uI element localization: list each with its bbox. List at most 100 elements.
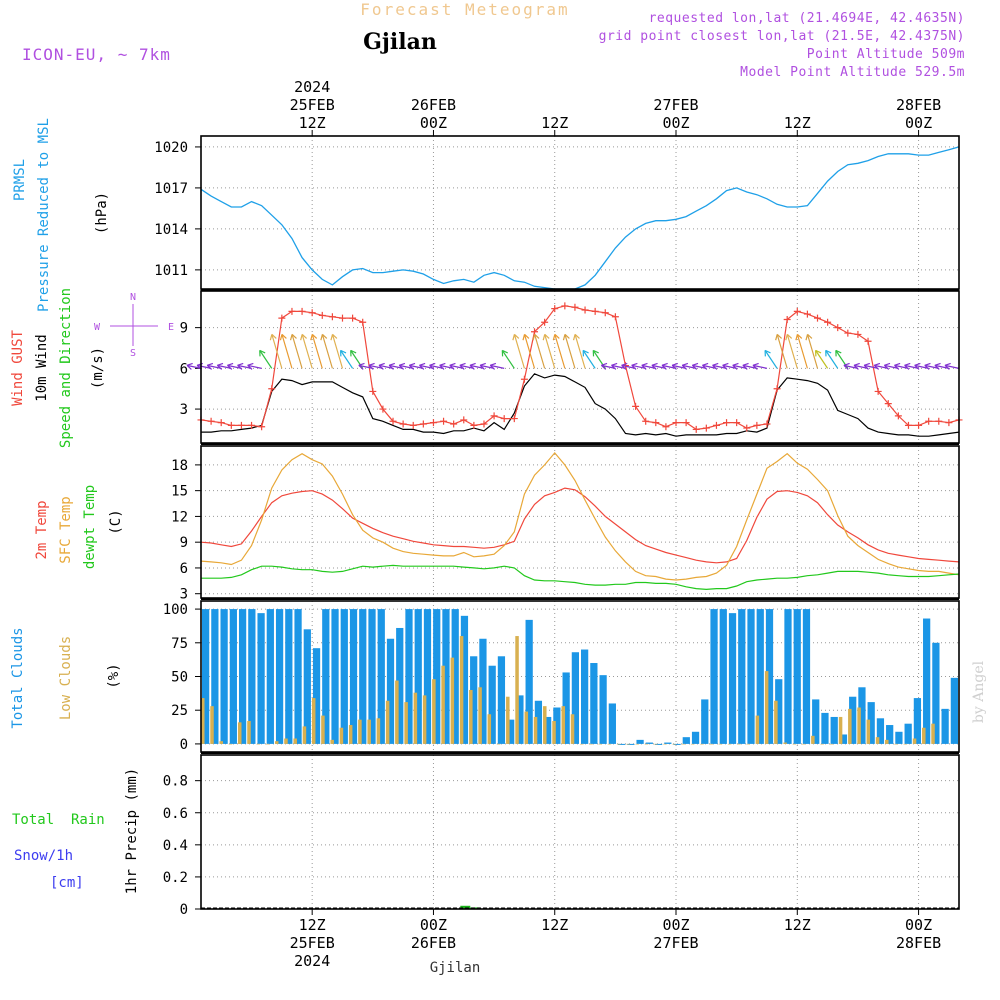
total-cloud-bar: [821, 712, 829, 744]
wind-direction-arrow: [479, 364, 495, 369]
wind-direction-arrow: [611, 364, 626, 369]
wind-arrow-head: [289, 333, 297, 341]
wind-arrow-head: [429, 362, 436, 370]
wind-direction-arrow: [186, 364, 202, 369]
low-cloud-bar: [219, 741, 224, 744]
total-cloud-bar: [248, 609, 256, 744]
gust-marker: [460, 416, 468, 424]
compass-s: S: [130, 348, 136, 359]
gust-marker: [601, 309, 609, 317]
low-cloud-bar: [903, 743, 908, 745]
total-cloud-bar: [904, 723, 912, 744]
wind-direction-arrow: [582, 350, 596, 369]
wind-direction-arrow: [764, 350, 778, 369]
wind-direction-arrow: [671, 364, 687, 369]
low-cloud-bar: [441, 665, 445, 744]
gust-marker: [227, 421, 235, 429]
panel-1: 1011 1014 1017 1020: [154, 135, 960, 290]
top-time-label: 28FEB: [896, 96, 941, 114]
wind-direction-arrow: [776, 334, 788, 369]
wind-direction-arrow: [806, 334, 819, 369]
wind-arrow-head: [300, 333, 307, 341]
y-tick-label: 1017: [154, 181, 188, 197]
total-cloud-bar: [830, 716, 838, 744]
gust-marker: [359, 318, 367, 326]
wind-direction-arrow: [321, 334, 333, 369]
gust-marker: [207, 417, 215, 425]
wind-arrow-head: [944, 362, 951, 370]
low-cloud-bar: [311, 698, 316, 744]
low-cloud-bar: [422, 695, 427, 744]
wind-arrow-head: [805, 333, 813, 341]
wind-unit: (m/s): [90, 347, 106, 389]
total-cloud-bar: [544, 716, 552, 744]
wind-direction-arrow: [331, 334, 344, 369]
top-time-label: 27FEB: [653, 96, 698, 114]
y-tick-label: 0.6: [163, 806, 188, 822]
gust-marker: [743, 424, 751, 432]
gust-marker: [935, 417, 943, 425]
y-tick-label: 100: [163, 602, 188, 618]
gust-marker: [237, 421, 245, 429]
precip-unit: 1hr Precip (mm): [124, 768, 140, 894]
panel-labels: PRMSL Pressure Reduced to MSL (hPa) Wind…: [10, 118, 174, 894]
wind-direction-arrow: [449, 364, 464, 369]
temp-unit: (C): [108, 509, 124, 534]
gust-marker: [803, 310, 811, 318]
wind-arrow-head: [552, 333, 560, 341]
bottom-time-label: 27FEB: [653, 934, 698, 952]
low-cloud-bar: [746, 743, 750, 745]
wind-arrow-head: [934, 362, 941, 370]
wind-direction-arrow: [884, 364, 899, 369]
total-cloud-bar: [211, 609, 219, 744]
gust-marker: [419, 420, 427, 428]
point-altitude: Point Altitude 509m: [807, 47, 965, 62]
gust-marker: [500, 415, 508, 423]
gust-marker: [611, 313, 619, 321]
total-cloud-bar: [581, 649, 589, 744]
wind-direction-arrow: [429, 364, 444, 369]
low-cloud-bar: [487, 714, 492, 744]
total-cloud-bar: [331, 609, 339, 744]
total-cloud-bar: [238, 609, 247, 744]
low-cloud-bar: [681, 743, 686, 745]
y-tick-label: 6: [180, 561, 188, 577]
gust-marker: [328, 313, 336, 321]
wind-direction-arrow: [196, 364, 212, 369]
wind-direction-arrow: [523, 334, 536, 369]
low-cloud-bar: [626, 743, 630, 745]
wind-arrow-head: [914, 362, 921, 370]
low-cloud-bar: [478, 687, 482, 744]
wind-arrow-head: [469, 362, 476, 370]
gust-marker: [814, 314, 822, 322]
low-cloud-bar: [543, 706, 547, 744]
wind-direction-arrow: [682, 364, 697, 369]
wind-arrow-head: [378, 362, 385, 370]
top-time-label: 26FEB: [411, 96, 456, 114]
low-cloud-bar: [404, 702, 408, 744]
bottom-time-label: 00Z: [662, 916, 689, 934]
total-cloud-bar: [488, 665, 496, 744]
gust-marker: [672, 419, 680, 427]
gust-marker: [288, 307, 296, 315]
total-cloud-bar: [747, 609, 755, 744]
panel-2: 3 6 9: [180, 290, 963, 444]
wind-speed-line: [201, 373, 960, 437]
total-cloud-bar: [756, 609, 764, 744]
low-cloud-bar: [616, 743, 621, 745]
total-cloud-bar: [784, 609, 792, 744]
total-cloud-bar: [368, 609, 376, 744]
gust-marker: [318, 311, 326, 319]
gust-marker: [450, 420, 458, 428]
y-tick-label: 1011: [154, 263, 188, 279]
gust-marker: [834, 324, 842, 332]
low-cloud-bar: [931, 723, 935, 744]
wind-arrow-head: [562, 333, 570, 341]
wind-direction-arrow: [914, 364, 929, 369]
prmsl-label: PRMSL: [12, 159, 28, 201]
total-cloud-bar: [359, 609, 367, 744]
compass-n: N: [130, 292, 136, 303]
wind-direction-arrow: [843, 364, 859, 369]
bottom-time-label: 00Z: [905, 916, 932, 934]
low-cloud-bar: [506, 696, 510, 744]
